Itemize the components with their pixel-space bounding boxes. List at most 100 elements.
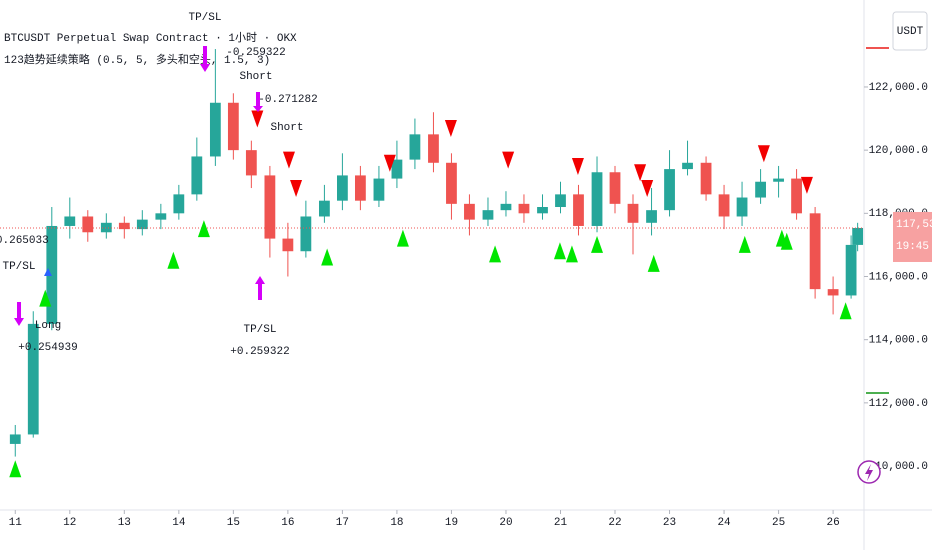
candle-body (9, 434, 21, 444)
candle-body (609, 172, 621, 204)
candle-body (664, 169, 675, 211)
annotation: +0.259322 (230, 346, 289, 358)
buy-signal (321, 248, 334, 266)
candle-body (46, 225, 58, 324)
currency-box[interactable] (892, 11, 928, 51)
candle-body (191, 156, 203, 195)
x-tick-label: 25 (772, 517, 785, 529)
sell-signal (502, 151, 515, 169)
y-tick-label: 114,000.0 (869, 335, 928, 347)
candle-body (500, 203, 512, 211)
candle-body (700, 162, 712, 195)
candle-body (354, 175, 366, 201)
candle-body (809, 213, 821, 290)
candle-body (173, 194, 185, 214)
x-tick-label: 23 (663, 517, 676, 529)
candle-body (27, 323, 39, 435)
exit-marker (14, 302, 24, 326)
currency: USDT (897, 26, 924, 38)
annotation: Short (270, 122, 303, 134)
buy-signal (591, 235, 604, 253)
y-tick-label: 110,000.0 (869, 461, 928, 473)
candle-body (337, 175, 348, 201)
candle-body (209, 102, 221, 157)
candle-body (827, 289, 839, 296)
x-tick-label: 16 (281, 517, 294, 529)
candle-body (591, 172, 603, 226)
y-tick-label: 120,000.0 (869, 145, 928, 157)
annotation: -0.265033 (0, 235, 49, 247)
candle-body (227, 102, 239, 151)
candle-body (136, 219, 148, 230)
buy-signal (839, 302, 852, 320)
buy-signal (553, 242, 566, 260)
buy-signal (565, 245, 578, 263)
buy-signal (197, 220, 210, 238)
annotation: -0.271282 (258, 94, 317, 106)
x-tick-label: 13 (118, 517, 131, 529)
candle-body (409, 134, 421, 160)
candle-body (537, 207, 548, 214)
sell-signal (290, 180, 303, 198)
candle-body (446, 162, 457, 204)
exit-marker (200, 46, 210, 72)
y-tick-label: 122,000.0 (869, 82, 928, 94)
price-box (893, 211, 932, 262)
sell-signal (571, 157, 584, 175)
alert-bolt (865, 464, 873, 481)
chart-title: BTCUSDT Perpetual Swap Contract · 1小时 · … (4, 31, 297, 45)
x-tick-label: 22 (608, 517, 621, 529)
x-tick-label: 26 (827, 517, 840, 529)
candle-body (464, 203, 475, 220)
sell-signal (251, 110, 264, 128)
annotation: +0.254939 (18, 342, 77, 354)
x-tick-label: 19 (445, 517, 458, 529)
candle-body (573, 194, 584, 226)
x-tick-label: 24 (717, 517, 731, 529)
candle-body (482, 210, 494, 220)
x-tick-label: 17 (336, 517, 349, 529)
candle-body (718, 194, 730, 217)
exit-marker (255, 276, 265, 300)
candle-body (391, 159, 403, 179)
exit-marker (253, 92, 263, 112)
exit-markers (14, 46, 265, 326)
candle-body (373, 178, 385, 201)
buy-signal (396, 229, 409, 247)
candle-body (82, 216, 94, 233)
y-tick-label: 112,000.0 (869, 398, 928, 410)
y-tick-label: 116,000.0 (869, 271, 928, 283)
sell-signal (800, 176, 813, 194)
candle-body (555, 194, 566, 208)
candle-body (282, 238, 294, 252)
candle-body (319, 200, 330, 217)
annotation: TP/SL (2, 261, 35, 273)
candle-body (428, 134, 439, 163)
candle-body (845, 244, 857, 296)
annotation: Short (239, 71, 272, 83)
candle-body (736, 197, 748, 217)
candle-body (64, 216, 76, 226)
buy-signal (489, 245, 502, 263)
buy-signal (647, 254, 660, 272)
sell-signal (634, 164, 647, 182)
entry-marker (44, 268, 52, 276)
annotation: TP/SL (243, 324, 276, 336)
candle-body (682, 162, 693, 170)
candle-body (118, 222, 130, 230)
sell-signal (641, 180, 654, 198)
candle-body (791, 178, 802, 214)
buy-signal (780, 232, 793, 250)
current-price-label: 117,535.7 (896, 219, 932, 231)
annotation: TP/SL (188, 12, 221, 24)
candle-body (264, 175, 276, 239)
x-tick-label: 11 (9, 517, 23, 529)
buy-signal (738, 235, 751, 253)
candle-body (627, 203, 639, 223)
candle-body (646, 210, 657, 223)
x-tick-label: 12 (63, 517, 76, 529)
buy-signal (9, 460, 22, 478)
x-tick-label: 20 (499, 517, 512, 529)
